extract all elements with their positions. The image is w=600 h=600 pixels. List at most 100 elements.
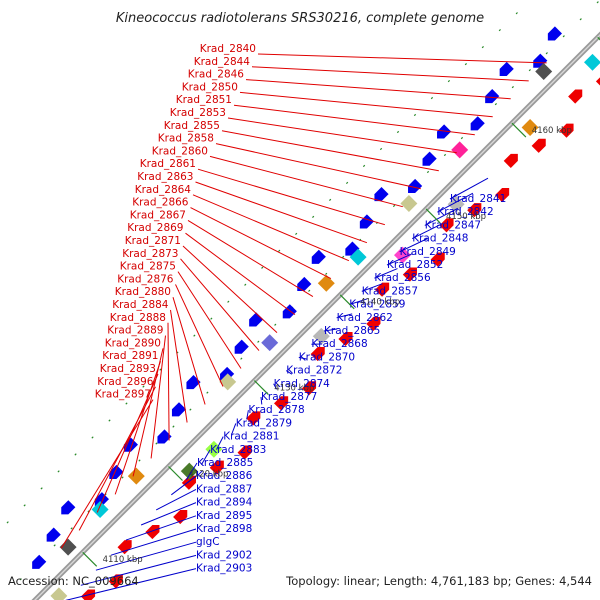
label-leader-bottom-17 [231, 423, 237, 435]
gene-block-12 [400, 195, 418, 212]
forward-gene-arrow-24 [568, 89, 583, 104]
label-leader-top-5 [227, 117, 457, 154]
label-leader-bottom-22 [155, 488, 197, 511]
gene-label-bottom-14[interactable]: Krad_2874 [274, 378, 331, 390]
label-leader-top-8 [209, 155, 403, 208]
gene-label-top-5[interactable]: Krad_2853 [170, 107, 226, 119]
label-leader-bottom-12 [298, 356, 308, 360]
reverse-gene-arrow-26 [32, 554, 47, 569]
label-leader-bottom-9 [336, 313, 353, 319]
gene-labels: Krad_2840Krad_2844Krad_2846Krad_2850Krad… [95, 43, 507, 575]
gene-label-top-10[interactable]: Krad_2863 [137, 171, 193, 183]
gene-label-bottom-18[interactable]: Krad_2881 [223, 431, 279, 443]
gene-label-top-14[interactable]: Krad_2869 [127, 222, 183, 234]
gene-label-bottom-23[interactable]: Krad_2894 [196, 497, 253, 509]
label-leader-top-15 [182, 245, 278, 333]
gene-label-bottom-27[interactable]: Krad_2902 [196, 549, 252, 561]
label-leader-top-13 [187, 219, 314, 298]
gene-label-top-4[interactable]: Krad_2851 [176, 94, 232, 106]
gene-label-top-25[interactable]: Krad_2893 [100, 363, 156, 375]
scale-tick-0 [82, 551, 98, 567]
label-leader-bottom-14 [273, 383, 278, 390]
gene-block-0 [50, 587, 68, 600]
gene-label-top-24[interactable]: Krad_2891 [102, 350, 158, 362]
gene-label-top-11[interactable]: Krad_2864 [135, 184, 192, 196]
forward-gene-arrow-9 [246, 411, 261, 426]
label-leader-bottom-26 [95, 541, 197, 571]
gene-label-top-6[interactable]: Krad_2855 [164, 120, 220, 132]
gene-label-bottom-5[interactable]: Krad_2852 [387, 259, 443, 271]
gene-label-top-26[interactable]: Krad_2896 [97, 376, 154, 388]
gene-label-bottom-9[interactable]: Krad_2862 [337, 312, 393, 324]
gene-label-bottom-24[interactable]: Krad_2895 [196, 510, 252, 522]
gene-label-top-8[interactable]: Krad_2860 [152, 145, 208, 157]
gene-label-bottom-22[interactable]: Krad_2887 [196, 483, 252, 495]
gene-label-top-0[interactable]: Krad_2840 [200, 43, 256, 55]
gene-label-bottom-26[interactable]: glgC [196, 536, 220, 548]
scale-tick-4 [425, 208, 441, 224]
gene-label-bottom-6[interactable]: Krad_2856 [374, 272, 431, 284]
gene-label-top-27[interactable]: Krad_2897 [95, 389, 151, 401]
gene-label-top-3[interactable]: Krad_2850 [182, 81, 238, 93]
gene-label-top-21[interactable]: Krad_2888 [110, 312, 166, 324]
reverse-gene-arrow-40 [311, 249, 326, 264]
label-leader-top-18 [175, 284, 224, 387]
label-leaders [60, 53, 547, 600]
gene-label-bottom-11[interactable]: Krad_2868 [311, 338, 367, 350]
label-leader-bottom-13 [285, 370, 293, 375]
gene-label-bottom-4[interactable]: Krad_2849 [400, 246, 456, 258]
gene-label-top-13[interactable]: Krad_2867 [130, 209, 186, 221]
label-leader-top-1 [251, 66, 529, 82]
gene-label-top-18[interactable]: Krad_2876 [117, 273, 174, 285]
label-leader-top-24 [114, 361, 161, 495]
gene-label-bottom-10[interactable]: Krad_2865 [324, 325, 380, 337]
reverse-gene-arrow-48 [485, 89, 500, 104]
gene-label-bottom-1[interactable]: Krad_2842 [437, 206, 493, 218]
gene-label-top-19[interactable]: Krad_2880 [115, 286, 171, 298]
gene-label-bottom-7[interactable]: Krad_2857 [362, 285, 418, 297]
gene-label-bottom-13[interactable]: Krad_2872 [286, 365, 342, 377]
forward-gene-arrow-16 [402, 267, 417, 282]
gene-label-top-17[interactable]: Krad_2875 [120, 261, 176, 273]
gene-label-top-1[interactable]: Krad_2844 [194, 56, 251, 68]
gene-label-top-22[interactable]: Krad_2889 [107, 325, 163, 337]
gene-label-top-7[interactable]: Krad_2858 [158, 133, 214, 145]
forward-gene-arrow-13 [338, 331, 353, 347]
forward-gene-arrow-14 [366, 316, 381, 331]
gene-label-bottom-25[interactable]: Krad_2898 [196, 523, 252, 535]
label-leader-top-9 [197, 168, 386, 226]
forward-gene-arrow-15 [375, 282, 390, 297]
gene-label-bottom-12[interactable]: Krad_2870 [299, 351, 355, 363]
gene-label-top-16[interactable]: Krad_2873 [122, 248, 178, 260]
gene-label-bottom-17[interactable]: Krad_2879 [236, 417, 292, 429]
gene-label-top-15[interactable]: Krad_2871 [125, 235, 181, 247]
gene-label-bottom-15[interactable]: Krad_2877 [261, 391, 317, 403]
gene-label-top-12[interactable]: Krad_2866 [132, 197, 189, 209]
gene-label-bottom-20[interactable]: Krad_2885 [197, 457, 253, 469]
gene-label-top-20[interactable]: Krad_2884 [112, 299, 169, 311]
gene-block-9 [317, 274, 335, 292]
reverse-gene-arrow-34 [186, 375, 201, 390]
gene-label-bottom-8[interactable]: Krad_2859 [349, 299, 405, 311]
label-leader-bottom-0 [449, 177, 489, 200]
reverse-gene-arrow-46 [437, 124, 452, 139]
label-leader-top-4 [233, 104, 475, 136]
gene-label-bottom-21[interactable]: Krad_2886 [196, 470, 253, 482]
gene-label-bottom-0[interactable]: Krad_2841 [450, 193, 506, 205]
gene-label-top-23[interactable]: Krad_2890 [105, 337, 161, 349]
gene-label-bottom-16[interactable]: Krad_2878 [248, 404, 304, 416]
label-leader-bottom-8 [349, 298, 368, 306]
gene-label-bottom-28[interactable]: Krad_2903 [196, 563, 252, 575]
gene-label-bottom-3[interactable]: Krad_2848 [412, 233, 468, 245]
forward-gene-arrow-3 [117, 540, 132, 555]
track-guide-outer-top [0, 0, 531, 531]
gene-label-bottom-19[interactable]: Krad_2883 [210, 444, 266, 456]
label-leader-top-6 [221, 130, 439, 172]
gene-label-top-9[interactable]: Krad_2861 [140, 158, 196, 170]
gene-label-top-2[interactable]: Krad_2846 [188, 69, 245, 81]
label-leader-top-22 [150, 335, 166, 459]
label-leader-top-12 [190, 207, 332, 280]
label-leader-bottom-21 [170, 475, 197, 496]
reverse-gene-arrow-32 [157, 429, 172, 444]
